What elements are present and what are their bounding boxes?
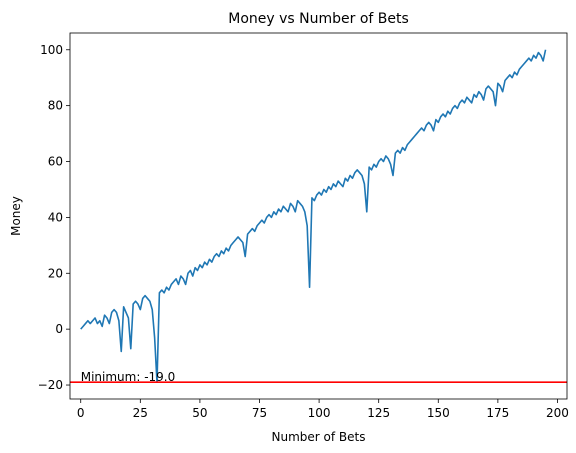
x-tick-label: 75 (252, 406, 267, 420)
x-tick-label: 200 (546, 406, 569, 420)
money-series-line (80, 49, 547, 384)
y-tick-label: 80 (48, 99, 63, 113)
y-tick-label: 40 (48, 210, 63, 224)
plot-frame (69, 32, 568, 400)
chart-title: Money vs Number of Bets (228, 11, 409, 27)
x-tick-label: 50 (192, 406, 207, 420)
y-tick-label: 60 (48, 155, 63, 169)
x-tick-label: 0 (77, 406, 85, 420)
x-tick-label: 175 (486, 406, 509, 420)
minimum-annotation: Minimum: -19.0 (81, 370, 176, 384)
y-tick-label: −20 (38, 378, 63, 392)
series-layer (70, 49, 567, 384)
x-tick-label: 125 (367, 406, 390, 420)
y-tick-label: 100 (40, 43, 63, 57)
x-tick-label: 100 (308, 406, 331, 420)
x-tick-label: 25 (133, 406, 148, 420)
axis-ticks: 0 25 50 75 100 125 150 175 200 −20 0 20 40 60 80 100 (38, 43, 569, 420)
y-tick-label: 20 (48, 266, 63, 280)
x-axis-label: Number of Bets (272, 430, 366, 444)
y-tick-label: 0 (55, 322, 63, 336)
y-axis-label: Money (9, 196, 23, 236)
x-tick-label: 150 (427, 406, 450, 420)
